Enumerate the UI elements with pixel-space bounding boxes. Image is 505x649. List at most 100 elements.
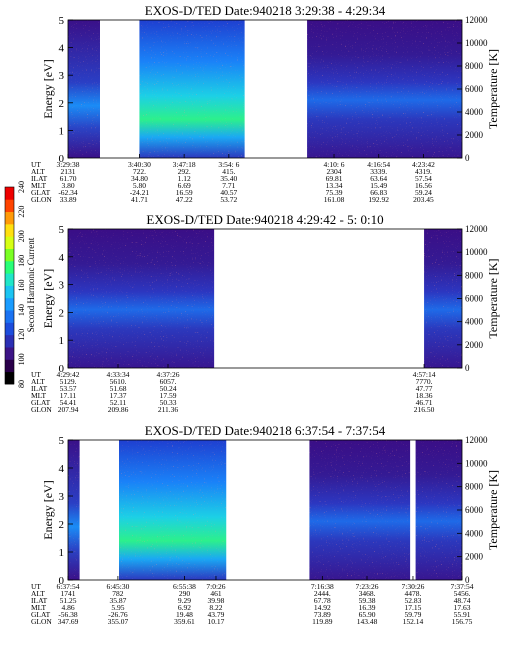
orbit-row-value: -26.76 — [108, 610, 128, 619]
orbit-row-value: 3:40:30 — [128, 160, 151, 169]
heatmap-noise — [68, 440, 80, 580]
y2-tick-label: 8000 — [465, 482, 484, 492]
spectrogram-panel: EXOS-D/TED Date:940218 4:29:42 - 5: 0:10… — [31, 212, 500, 414]
orbit-row-value: 63.64 — [370, 174, 387, 183]
orbit-row-value: 4:10: 6 — [324, 160, 345, 169]
orbit-row-value: 2131 — [61, 167, 76, 176]
orbit-row-value: 53.72 — [220, 195, 237, 204]
colorbar-segment — [5, 371, 14, 385]
orbit-row-value: 1741 — [61, 589, 76, 598]
orbit-row-value: 3.80 — [61, 181, 74, 190]
orbit-row-value: 292. — [178, 167, 191, 176]
orbit-row-value: 33.89 — [60, 195, 77, 204]
heatmap-noise — [424, 229, 462, 368]
orbit-row-value: 66.83 — [370, 188, 387, 197]
colorbar-segment — [5, 347, 14, 360]
orbit-row-label: ILAT — [31, 174, 48, 183]
orbit-row-value: 54.41 — [60, 398, 77, 407]
orbit-row-value: -24.21 — [130, 188, 150, 197]
y-tick-label: 0 — [59, 153, 65, 165]
orbit-row-label: MLT — [31, 181, 47, 190]
orbit-row-value: 359.61 — [174, 617, 195, 626]
orbit-row-value: 355.07 — [108, 617, 129, 626]
colorbar-segment — [5, 285, 14, 299]
orbit-row-value: 17.63 — [454, 603, 471, 612]
y2-tick-label: 2000 — [465, 552, 484, 562]
orbit-row-value: 55.91 — [454, 610, 471, 619]
orbit-row-value: 75.39 — [326, 188, 343, 197]
colorbar-segment — [5, 223, 14, 237]
y2-tick-label: 12000 — [465, 435, 488, 445]
y-tick-label: 4 — [59, 252, 65, 264]
orbit-row-value: 17.15 — [405, 603, 422, 612]
orbit-row-value: 17.59 — [160, 391, 177, 400]
y2-tick-label: 0 — [465, 575, 470, 585]
colorbar-segment — [5, 199, 14, 213]
y-tick-label: 0 — [59, 363, 65, 375]
colorbar-segment — [5, 322, 14, 336]
y2-tick-label: 12000 — [465, 224, 488, 234]
y-tick-label: 5 — [59, 15, 65, 27]
orbit-row-value: 3:54: 6 — [218, 160, 239, 169]
orbit-row-value: 4:29:42 — [57, 370, 80, 379]
orbit-info-table: UT 4:29:42 4:33:34 4:37:26 4:57:14 ALT 5129. 56… — [31, 370, 436, 414]
colorbar-tick-label: 240 — [17, 181, 26, 193]
panel-title: EXOS-D/TED Date:940218 6:37:54 - 7:37:54 — [145, 423, 386, 438]
colorbar-frame — [4, 186, 15, 385]
heatmap-noise — [307, 20, 462, 158]
orbit-row-value: 6.69 — [178, 181, 191, 190]
orbit-row-value: 59.79 — [405, 610, 422, 619]
y2-tick-label: 0 — [465, 363, 470, 373]
colorbar-segment — [5, 236, 14, 249]
orbit-row-value: 211.36 — [158, 405, 179, 414]
orbit-row-value: 3339. — [370, 167, 387, 176]
orbit-row-value: 722. — [133, 167, 146, 176]
orbit-row-value: 7770. — [416, 377, 433, 386]
orbit-row-value: 41.71 — [131, 195, 148, 204]
orbit-row-label: UT — [31, 582, 41, 591]
orbit-row-value: -56.38 — [58, 610, 78, 619]
colorbar-tick-label: 200 — [17, 230, 26, 242]
y2-tick-label: 6000 — [465, 505, 484, 515]
orbit-row-label: MLT — [31, 603, 47, 612]
orbit-row-value: 17.37 — [110, 391, 127, 400]
orbit-row-label: UT — [31, 370, 41, 379]
y2-tick-label: 10000 — [465, 247, 488, 257]
y-tick-label: 3 — [59, 491, 65, 503]
orbit-row-value: 7:0:26 — [206, 582, 225, 591]
orbit-row-value: 61.70 — [60, 174, 77, 183]
y2-tick-label: 2000 — [465, 130, 484, 140]
y-tick-label: 4 — [59, 43, 65, 55]
orbit-row-value: 7:30:26 — [402, 582, 425, 591]
heatmap-noise — [68, 20, 100, 158]
orbit-row-value: 51.25 — [60, 596, 77, 605]
orbit-row-value: 50.24 — [160, 384, 177, 393]
orbit-row-value: 34.80 — [131, 174, 148, 183]
orbit-row-value: 5.95 — [111, 603, 124, 612]
colorbar-tick-label: 220 — [17, 206, 26, 218]
orbit-row-value: 5129. — [60, 377, 77, 386]
orbit-row-value: 18.36 — [416, 391, 433, 400]
orbit-row-value: 4:16:54 — [367, 160, 390, 169]
orbit-row-value: 53.57 — [60, 384, 77, 393]
y2-tick-label: 6000 — [465, 84, 484, 94]
y-tick-label: 1 — [59, 547, 65, 559]
colorbar-segment — [5, 334, 14, 348]
heatmap-noise — [415, 440, 462, 580]
orbit-row-value: 161.08 — [324, 195, 345, 204]
orbit-row-value: 4:57:14 — [413, 370, 436, 379]
y2-tick-label: 8000 — [465, 61, 484, 71]
y2-tick-label: 4000 — [465, 317, 484, 327]
colorbar-segment — [5, 187, 14, 200]
y2-tick-label: 4000 — [465, 528, 484, 538]
orbit-row-label: GLAT — [31, 610, 51, 619]
orbit-row-label: GLAT — [31, 398, 51, 407]
orbit-row-value: 3468. — [359, 589, 376, 598]
orbit-row-value: 192.92 — [368, 195, 389, 204]
orbit-row-value: 13.34 — [326, 181, 343, 190]
y-tick-label: 5 — [59, 435, 65, 447]
orbit-row-value: 7:37:54 — [451, 582, 474, 591]
orbit-row-value: 15.49 — [370, 181, 387, 190]
y-tick-label: 0 — [59, 575, 65, 587]
